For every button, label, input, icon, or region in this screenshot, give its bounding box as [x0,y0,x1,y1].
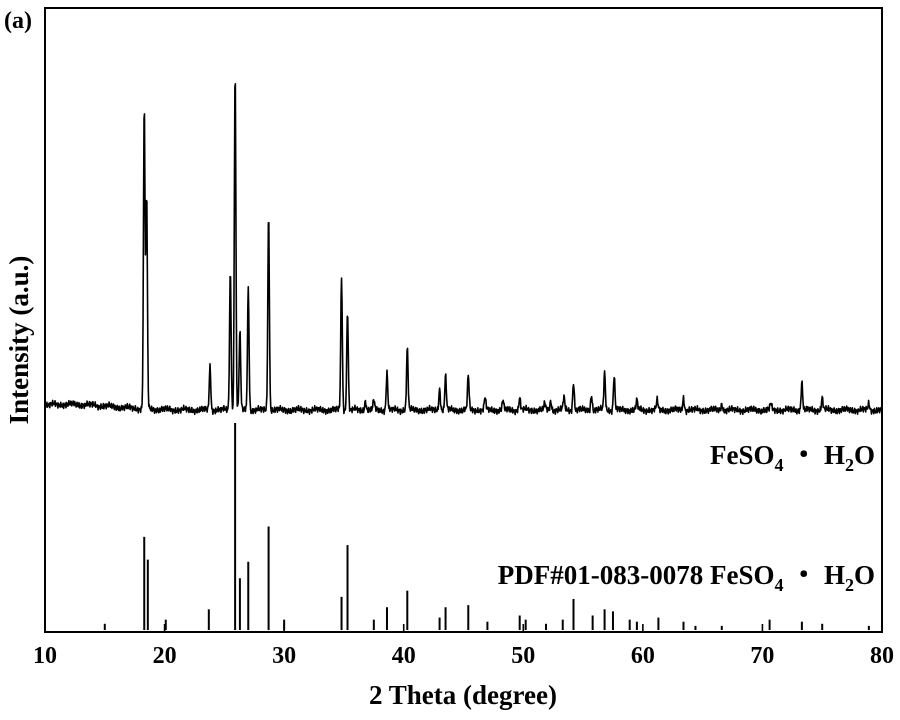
reference-label-prefix: PDF#01-083-0078 FeSO [498,560,775,590]
reference-label-suffix: O [854,560,875,590]
plot-frame [44,7,883,633]
measured-label-prefix: FeSO [710,440,775,470]
x-tick-label: 10 [33,643,57,669]
x-tick-label: 70 [750,643,774,669]
x-axis-label: 2 Theta (degree) [369,680,557,710]
measured-label-mid: ・ H [783,440,845,470]
y-axis-label: Intensity (a.u.) [4,256,34,425]
measured-label-sub2: 2 [845,455,854,475]
x-axis-ticks: 10 20 30 40 50 60 70 80 [33,624,894,669]
x-tick-label: 60 [631,643,655,669]
measured-pattern-line [44,82,883,416]
x-tick-label: 20 [153,643,177,669]
reference-label-mid: ・ H [783,560,845,590]
x-tick-label: 40 [392,643,416,669]
reference-label-sub2: 2 [845,575,854,595]
reference-label-sub1: 4 [774,575,783,595]
measured-series-label: FeSO4 ・ H2O [710,440,875,475]
reference-series-label: PDF#01-083-0078 FeSO4 ・ H2O [498,560,875,595]
panel-label: (a) [4,8,32,34]
measured-label-sub1: 4 [774,455,783,475]
x-tick-label: 50 [511,643,535,669]
measured-label-suffix: O [854,440,875,470]
reference-sticks [103,423,870,630]
x-tick-label: 30 [272,643,296,669]
x-tick-label: 80 [870,643,894,669]
